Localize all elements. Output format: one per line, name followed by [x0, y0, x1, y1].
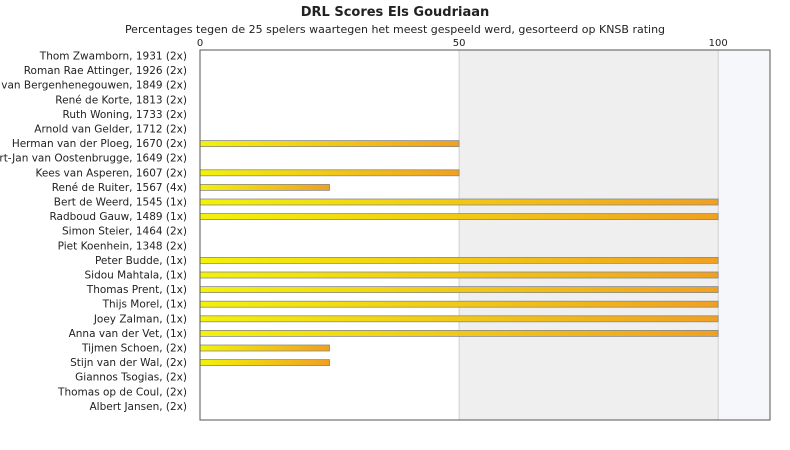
- bar: [199, 300, 719, 308]
- category-label: Peter Budde, (1x): [95, 255, 187, 267]
- bar: [199, 344, 330, 352]
- category-label: Tijmen Schoen, (2x): [81, 343, 187, 355]
- category-labels: Thom Zwamborn, 1931 (2x) Roman Rae Atting…: [0, 51, 187, 413]
- x-tick-label: 100: [709, 38, 728, 49]
- chart-title: DRL Scores Els Goudriaan: [301, 5, 490, 20]
- category-label: René de Korte, 1813 (2x): [55, 94, 187, 106]
- category-label: Sidou Mahtala, (1x): [85, 270, 187, 282]
- chart-subtitle: Percentages tegen de 25 spelers waartege…: [125, 23, 665, 36]
- category-label: Thom Zwamborn, 1931 (2x): [39, 51, 187, 63]
- bar: [199, 315, 719, 323]
- category-label: Roman Rae Attinger, 1926 (2x): [24, 65, 187, 77]
- category-label: Gert-Jan van Oostenbrugge, 1649 (2x): [0, 153, 187, 165]
- category-label: Ruth Woning, 1733 (2x): [63, 109, 188, 121]
- bar: [199, 329, 719, 337]
- category-label: Anna van der Vet, (1x): [69, 328, 187, 340]
- bar: [199, 286, 719, 294]
- category-label: Arnold van Gelder, 1712 (2x): [34, 124, 187, 136]
- bar: [199, 359, 330, 367]
- category-label: Evan van Bergenhenegouwen, 1849 (2x): [0, 80, 187, 92]
- x-tick-label: 50: [453, 38, 466, 49]
- bar: [199, 213, 719, 221]
- category-label: Piet Koenhein, 1348 (2x): [58, 240, 187, 252]
- category-label: Thomas op de Coul, (2x): [57, 386, 187, 398]
- category-label: Radboud Gauw, 1489 (1x): [49, 211, 187, 223]
- plot-band: [459, 50, 719, 420]
- category-label: René de Ruiter, 1567 (4x): [52, 182, 187, 194]
- bar: [199, 271, 719, 279]
- bar: [199, 140, 460, 148]
- category-label: Giannos Tsogias, (2x): [75, 372, 187, 384]
- category-label: Joey Zalman, (1x): [93, 313, 187, 325]
- category-label: Albert Jansen, (2x): [89, 401, 187, 413]
- plot-band: [718, 50, 770, 420]
- category-label: Bert de Weerd, 1545 (1x): [54, 197, 187, 209]
- category-label: Thijs Morel, (1x): [102, 299, 187, 311]
- x-axis-ticks: 0 50 100: [197, 38, 728, 49]
- bar: [199, 256, 719, 264]
- bar: [199, 169, 460, 177]
- plot-bands: [200, 50, 770, 420]
- x-tick-label: 0: [197, 38, 203, 49]
- plot-band: [200, 50, 460, 420]
- bar: [199, 198, 719, 206]
- plot-frame: [199, 49, 771, 421]
- category-label: Stijn van der Wal, (2x): [70, 357, 187, 369]
- category-label: Simon Steier, 1464 (2x): [62, 226, 187, 238]
- category-label: Herman van der Ploeg, 1670 (2x): [12, 138, 187, 150]
- bar: [199, 183, 330, 191]
- category-label: Kees van Asperen, 1607 (2x): [35, 167, 187, 179]
- category-label: Thomas Prent, (1x): [86, 284, 187, 296]
